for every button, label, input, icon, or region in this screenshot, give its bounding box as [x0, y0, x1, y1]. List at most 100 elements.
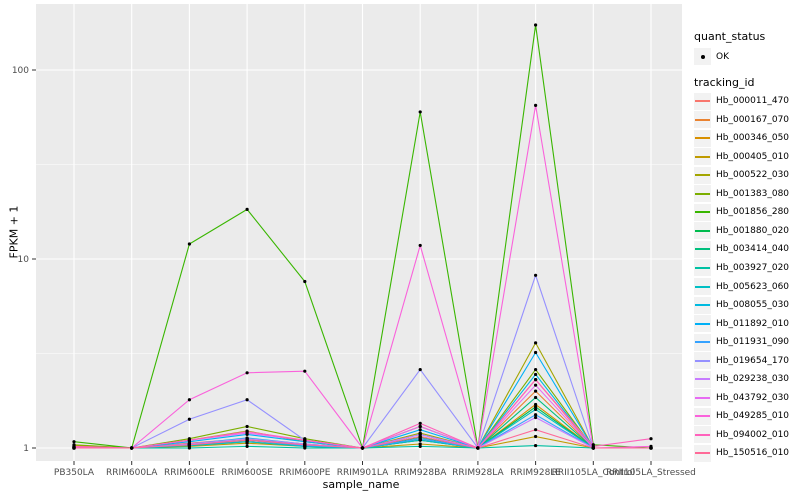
data-point: [534, 402, 538, 407]
legend-item: Hb_001856_280: [694, 203, 789, 221]
line-swatch-icon: [695, 433, 710, 436]
y-tick-label: 10: [18, 255, 30, 265]
data-point: [534, 434, 538, 439]
line-swatch-icon: [695, 378, 710, 381]
legend-item-label: Hb_029238_030: [716, 374, 790, 385]
axis-ticks: [32, 69, 652, 465]
legend-item: Hb_011892_010: [694, 315, 789, 333]
legend-key-line: [694, 203, 711, 221]
legend-item-label: Hb_001856_280: [716, 207, 790, 218]
legend-item-label: Hb_150516_010: [716, 448, 790, 459]
legend-item: Hb_043792_030: [694, 389, 789, 407]
y-tick-label: 1: [23, 444, 29, 454]
legend-item-label: OK: [716, 51, 729, 62]
data-point: [534, 350, 538, 355]
point-marker-icon: [700, 54, 705, 59]
legend-item-label: Hb_003414_040: [716, 244, 790, 255]
line-swatch-icon: [695, 285, 710, 288]
data-point: [418, 444, 422, 448]
legend-key-line: [694, 426, 711, 444]
data-point: [534, 405, 538, 409]
data-point: [534, 23, 538, 27]
legend-item: Hb_029238_030: [694, 370, 789, 388]
data-point: [245, 371, 249, 375]
legend-item: Hb_000522_030: [694, 166, 789, 184]
data-point: [245, 207, 249, 211]
x-tick-label: RRIM928BA: [394, 468, 447, 478]
data-point: [534, 367, 538, 372]
data-point: [187, 446, 191, 450]
legend-item: Hb_019654_170: [694, 352, 789, 370]
legend-key-line: [694, 370, 711, 388]
legend-item: Hb_000011_470: [694, 92, 789, 110]
x-tick-label: RRIM600SE: [221, 468, 273, 478]
legend-key-line: [694, 352, 711, 370]
data-point: [303, 443, 307, 447]
data-point: [534, 415, 538, 420]
data-point: [245, 424, 249, 429]
line-swatch-icon: [695, 248, 710, 251]
x-axis-title: sample_name: [322, 478, 400, 491]
x-tick-label: RRII105LA_Control: [552, 468, 635, 478]
legend-item-label: Hb_000405_010: [716, 151, 790, 162]
line-swatch-icon: [695, 211, 710, 214]
legend-item-label: Hb_001383_080: [716, 188, 790, 199]
data-point: [476, 446, 480, 450]
legend-key-line: [694, 407, 711, 425]
legend-key-point: [694, 48, 711, 65]
line-swatch-icon: [695, 155, 710, 158]
line-swatch-icon: [695, 304, 710, 307]
axis-tick-labels: PB350LA RRIM600LA RRIM600LE RRIM600SE RRIM60…: [12, 66, 696, 478]
legend-item-label: Hb_019654_170: [716, 355, 790, 366]
legend-key-line: [694, 148, 711, 166]
x-tick-label: RRIM928LE: [510, 468, 561, 478]
line-swatch-icon: [695, 322, 710, 325]
line-swatch-icon: [695, 174, 710, 177]
data-point: [534, 428, 538, 432]
data-point: [534, 383, 538, 387]
data-point: [303, 438, 307, 442]
line-swatch-icon: [695, 266, 710, 269]
data-point: [187, 242, 191, 246]
legend-item-label: Hb_011931_090: [716, 337, 790, 348]
line-swatch-icon: [695, 137, 710, 140]
legend-item-label: Hb_043792_030: [716, 392, 790, 403]
legend-key-line: [694, 240, 711, 258]
legend-key-line: [694, 333, 711, 351]
legend-key-line: [694, 185, 711, 203]
legend-key-line: [694, 296, 711, 314]
x-tick-label: RRIM600PE: [279, 468, 331, 478]
data-point: [72, 440, 76, 444]
data-point: [534, 407, 538, 412]
legend-item-label: Hb_094002_010: [716, 429, 790, 440]
data-points: [72, 23, 653, 450]
data-point: [418, 424, 422, 429]
legend-item: Hb_000167_070: [694, 111, 789, 129]
data-point: [534, 443, 538, 448]
legend-item-label: Hb_000346_050: [716, 133, 790, 144]
line-swatch-icon: [695, 341, 710, 344]
x-tick-label: RRIM901LA: [337, 468, 389, 478]
data-point: [418, 442, 422, 446]
data-point: [245, 444, 249, 448]
line-swatch-icon: [695, 118, 710, 121]
legend-item: Hb_094002_010: [694, 426, 789, 444]
legend-item: Hb_150516_010: [694, 444, 789, 462]
data-point: [360, 446, 365, 450]
legend-item: Hb_011931_090: [694, 333, 789, 351]
y-tick-label: 100: [12, 66, 29, 76]
legend-item-label: Hb_011892_010: [716, 318, 790, 329]
line-swatch-icon: [695, 396, 710, 399]
data-point: [245, 430, 249, 434]
data-point: [591, 446, 595, 450]
x-tick-label: PB350LA: [54, 468, 95, 478]
legend-item-label: Hb_001880_020: [716, 225, 790, 236]
legend-key-line: [694, 222, 711, 240]
panel-background: [36, 4, 682, 461]
line-swatch-icon: [695, 415, 710, 418]
legend-item-label: Hb_000522_030: [716, 170, 790, 181]
legend-key-line: [694, 389, 711, 407]
legend-key-line: [694, 166, 711, 184]
legend-key-line: [694, 444, 711, 462]
data-point: [245, 438, 249, 442]
